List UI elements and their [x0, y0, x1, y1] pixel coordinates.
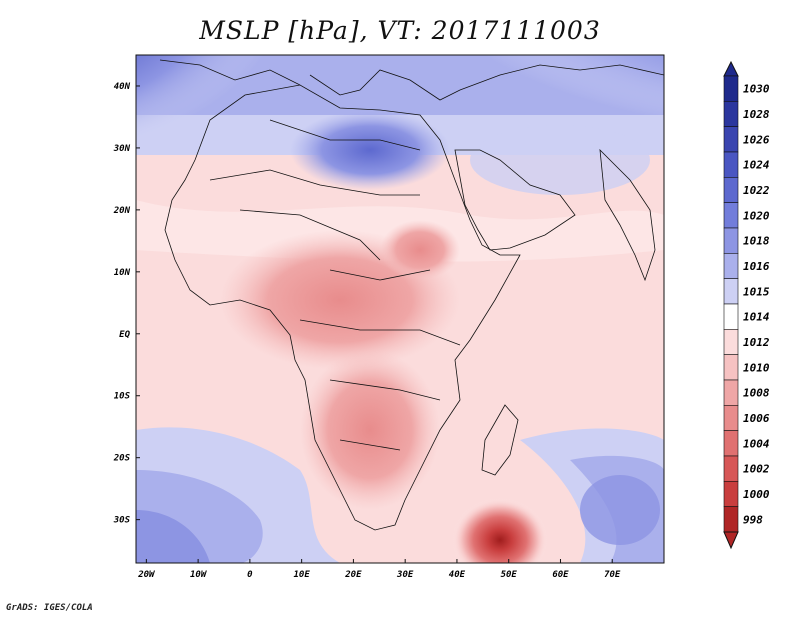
lon-label: 30E [396, 570, 414, 580]
colorbar-swatch [723, 227, 739, 254]
colorbar-swatch [723, 430, 739, 457]
lat-label: 30N [113, 144, 131, 154]
colorbar-label: 998 [743, 513, 763, 526]
colorbar-label: 1024 [743, 159, 770, 172]
colorbar-label: 1010 [743, 361, 770, 374]
colorbar-label: 1026 [743, 133, 770, 146]
lon-label: 10W [190, 570, 208, 580]
colorbar-label: 1016 [743, 260, 770, 273]
colorbar-label: 1006 [743, 412, 770, 425]
madagascar-coastline [481, 404, 519, 476]
colorbar-swatch [723, 75, 739, 102]
lon-label: 70E [604, 570, 621, 580]
lat-label: 20S [113, 454, 131, 464]
lon-label: 20E [344, 570, 362, 580]
colorbar-label: 1020 [743, 209, 770, 222]
africa-coastline [164, 84, 521, 531]
colorbar-min-arrow [723, 531, 739, 550]
longitude-labels: 20W 10W 0 10E 20E 30E 40E 50E 60E 70E [137, 559, 621, 580]
arabia-coastline [454, 149, 576, 251]
lon-label: 0 [247, 570, 253, 580]
colorbar-swatch [723, 455, 739, 482]
colorbar-label: 1004 [743, 437, 770, 450]
colorbar-swatch [723, 379, 739, 406]
colorbar-swatch [723, 405, 739, 431]
colorbar-label: 1015 [743, 285, 770, 298]
colorbar-label: 1000 [743, 488, 770, 501]
india-coastline [599, 148, 656, 282]
colorbar-swatch [723, 329, 739, 355]
colorbar-label: 1014 [743, 311, 770, 324]
colorbar-swatch [723, 101, 739, 127]
colorbar-swatch [723, 177, 739, 203]
colorbar-label: 1030 [743, 83, 770, 96]
lat-label: 40N [114, 82, 131, 92]
colorbar-swatch [723, 253, 739, 279]
map-frame [135, 54, 665, 564]
europe-coastline [159, 59, 664, 101]
colorbar-swatch [723, 303, 739, 330]
coastlines [159, 59, 664, 531]
lat-label: 20N [113, 206, 131, 216]
colorbar-swatch [723, 481, 739, 507]
mslp-map: 40N 30N 20N 10N EQ 10S 20S 30S 20W 10W 0 10E 20E 30E… [113, 54, 770, 580]
colorbar: 1030 1028 1026 1024 1022 1020 1018 1016 1015 1014… [723, 60, 770, 550]
colorbar-swatch [723, 151, 739, 178]
colorbar-swatch [723, 126, 739, 153]
pressure-field [136, 55, 664, 563]
colorbar-label: 1012 [743, 336, 770, 349]
colorbar-swatch [723, 354, 739, 381]
colorbar-swatch [723, 506, 739, 533]
lat-label: EQ [119, 330, 130, 340]
colorbar-label: 1018 [743, 235, 770, 248]
lat-label: 30S [113, 516, 131, 526]
colorbar-label: 1002 [743, 463, 770, 476]
lon-label: 40E [449, 570, 466, 580]
lon-label: 50E [501, 570, 518, 580]
colorbar-max-arrow [723, 60, 739, 77]
lat-label: 10N [114, 268, 131, 278]
colorbar-label: 1008 [743, 387, 770, 400]
colorbar-swatch [723, 278, 739, 305]
plot-title: MSLP [hPa], VT: 2017111003 [199, 16, 601, 45]
interior-borders [209, 119, 461, 451]
colorbar-label: 1022 [743, 184, 770, 197]
lon-label: 10E [294, 570, 311, 580]
lon-label: 60E [552, 570, 569, 580]
latitude-labels: 40N 30N 20N 10N EQ 10S 20S 30S [113, 82, 140, 526]
lat-label: 10S [114, 392, 131, 402]
lon-label: 20W [137, 570, 156, 580]
credit-label: GrADS: IGES/COLA [6, 603, 93, 613]
colorbar-label: 1028 [743, 108, 770, 121]
colorbar-swatch [723, 202, 739, 229]
